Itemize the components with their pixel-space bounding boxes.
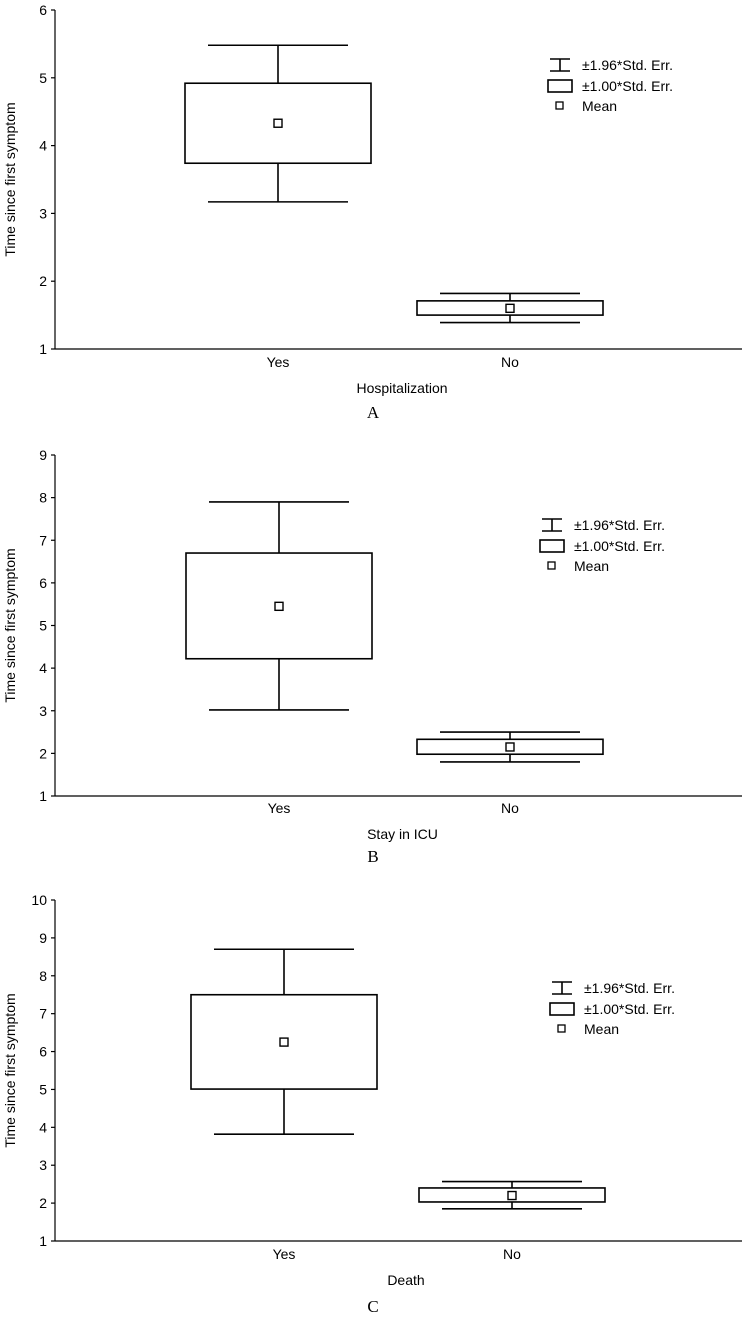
y-tick-label: 1 (39, 788, 47, 804)
box-no (416, 731, 604, 763)
x-tick-label: Yes (267, 354, 290, 370)
panel-label: B (367, 847, 378, 866)
y-tick-label: 1 (39, 1233, 47, 1249)
legend-mean-icon (547, 561, 556, 570)
mean-marker (505, 742, 515, 752)
y-axis-title: Time since first symptom (2, 102, 18, 256)
y-tick-label: 6 (39, 575, 47, 591)
x-axis-title: Death (387, 1272, 424, 1288)
y-tick-label: 2 (39, 273, 47, 289)
mean-marker (507, 1190, 517, 1201)
y-tick-label: 9 (39, 930, 47, 946)
x-tick-label: No (501, 800, 519, 816)
mean-marker (279, 1037, 289, 1047)
se-box (184, 82, 372, 165)
y-axis-title: Time since first symptom (2, 993, 18, 1147)
legend-mean-label: Mean (582, 98, 617, 114)
legend-mean-icon (557, 1024, 566, 1033)
y-tick-label: 1 (39, 341, 47, 357)
se-box (416, 300, 604, 316)
se-box (185, 552, 373, 660)
y-tick-label: 7 (39, 1006, 47, 1022)
y-tick-label: 8 (39, 968, 47, 984)
x-tick-label: No (503, 1246, 521, 1262)
box-yes (184, 44, 372, 203)
se-box (416, 738, 604, 756)
legend-whisker-label: ±1.96*Std. Err. (584, 980, 675, 996)
x-tick-label: No (501, 354, 519, 370)
legend-whisker-label: ±1.96*Std. Err. (574, 517, 665, 533)
y-tick-label: 4 (39, 1119, 47, 1135)
box-yes (190, 948, 378, 1135)
legend-whisker-label: ±1.96*Std. Err. (582, 57, 673, 73)
legend-mean-label: Mean (574, 558, 609, 574)
mean-marker (274, 601, 284, 612)
se-box (418, 1187, 606, 1203)
legend: ±1.96*Std. Err. ±1.00*Std. Err. Mean (547, 57, 673, 114)
y-tick-label: 3 (39, 205, 47, 221)
legend: ±1.96*Std. Err. ±1.00*Std. Err. Mean (549, 980, 675, 1037)
y-tick-label: 5 (39, 70, 47, 86)
y-tick-label: 5 (39, 1081, 47, 1097)
mean-marker (505, 303, 515, 314)
y-tick-label: 2 (39, 1195, 47, 1211)
box-no (416, 292, 604, 324)
y-tick-label: 9 (39, 447, 47, 463)
legend-mean-icon (555, 101, 564, 110)
panel-label: A (367, 403, 380, 422)
x-tick-label: Yes (273, 1246, 296, 1262)
y-tick-label: 6 (39, 1044, 47, 1060)
x-axis-title: Stay in ICU (367, 826, 438, 842)
panel-label: C (367, 1297, 378, 1316)
y-tick-label: 3 (39, 1157, 47, 1173)
box-yes (185, 501, 373, 711)
legend-box-label: ±1.00*Std. Err. (574, 538, 665, 554)
box-no (418, 1180, 606, 1210)
legend-box-icon (539, 539, 565, 553)
mean-marker (273, 118, 283, 128)
x-tick-label: Yes (268, 800, 291, 816)
y-tick-label: 3 (39, 703, 47, 719)
panel-b: 1 2 3 4 5 6 7 8 9 Time since first symptom Yes No St… (2, 447, 742, 866)
panel-c: 1 2 3 4 5 6 7 8 9 10 Time since first symptom Yes No… (2, 892, 742, 1316)
legend: ±1.96*Std. Err. ±1.00*Std. Err. Mean (539, 517, 665, 574)
y-tick-label: 8 (39, 490, 47, 506)
y-tick-label: 6 (39, 2, 47, 18)
y-tick-label: 4 (39, 660, 47, 676)
legend-box-label: ±1.00*Std. Err. (582, 78, 673, 94)
legend-box-icon (549, 1002, 575, 1016)
y-axis-title: Time since first symptom (2, 548, 18, 702)
se-box (190, 993, 378, 1090)
panel-a: 1 2 3 4 5 6 Time since first symptom Yes No Hospi… (2, 2, 742, 422)
y-tick-label: 4 (39, 138, 47, 154)
x-axis-title: Hospitalization (356, 380, 447, 396)
legend-box-label: ±1.00*Std. Err. (584, 1001, 675, 1017)
y-tick-label: 7 (39, 532, 47, 548)
y-tick-label: 2 (39, 745, 47, 761)
y-tick-label: 5 (39, 618, 47, 634)
legend-mean-label: Mean (584, 1021, 619, 1037)
y-tick-label: 10 (31, 892, 47, 908)
legend-box-icon (547, 79, 573, 93)
